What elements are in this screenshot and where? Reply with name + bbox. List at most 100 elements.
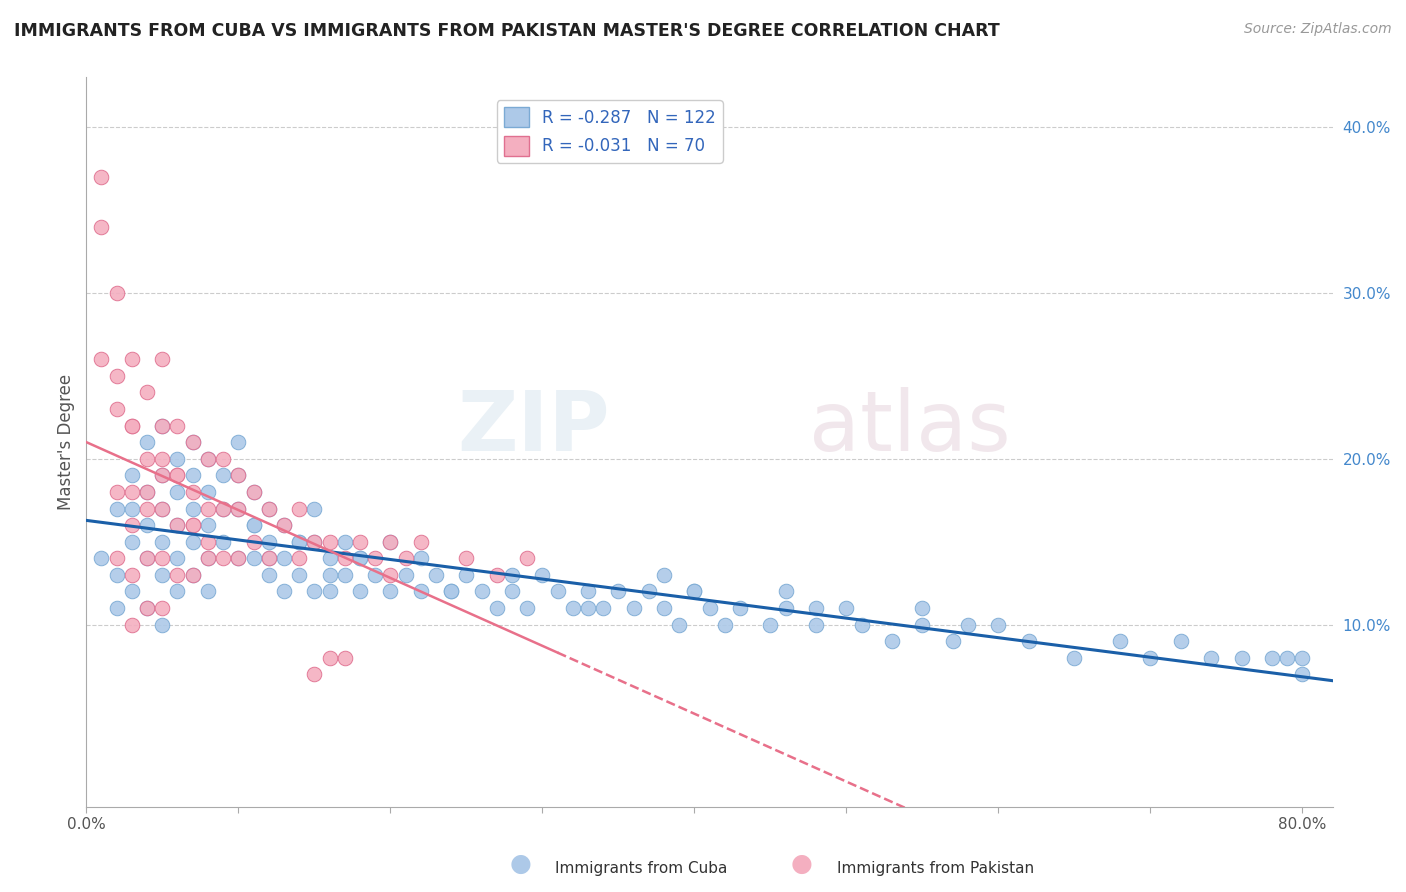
Point — [105, 567, 128, 582]
Point — [181, 518, 204, 533]
Point — [242, 551, 264, 566]
Point — [90, 219, 112, 234]
Point — [318, 551, 340, 566]
Point — [121, 501, 143, 516]
Point — [226, 551, 249, 566]
Point — [121, 418, 143, 433]
Point — [273, 518, 295, 533]
Point — [911, 601, 934, 615]
Point — [607, 584, 630, 599]
Text: ●: ● — [509, 852, 531, 876]
Point — [105, 402, 128, 417]
Point — [364, 551, 387, 566]
Point — [470, 584, 492, 599]
Point — [136, 485, 159, 500]
Point — [683, 584, 706, 599]
Point — [956, 617, 979, 632]
Point — [242, 485, 264, 500]
Point — [380, 584, 402, 599]
Point — [576, 601, 599, 615]
Point — [652, 567, 675, 582]
Point — [90, 352, 112, 367]
Point — [150, 534, 173, 549]
Point — [380, 567, 402, 582]
Point — [150, 451, 173, 466]
Point — [181, 435, 204, 450]
Point — [197, 534, 219, 549]
Point — [1230, 650, 1253, 665]
Point — [197, 485, 219, 500]
Point — [987, 617, 1010, 632]
Point — [150, 352, 173, 367]
Point — [197, 551, 219, 566]
Point — [409, 534, 432, 549]
Point — [181, 567, 204, 582]
Point — [212, 534, 235, 549]
Point — [136, 485, 159, 500]
Point — [304, 534, 326, 549]
Point — [226, 468, 249, 483]
Point — [257, 551, 280, 566]
Point — [212, 501, 235, 516]
Point — [394, 567, 416, 582]
Point — [257, 551, 280, 566]
Point — [257, 501, 280, 516]
Point — [197, 518, 219, 533]
Point — [257, 501, 280, 516]
Point — [257, 567, 280, 582]
Point — [775, 584, 797, 599]
Point — [181, 485, 204, 500]
Point — [425, 567, 447, 582]
Point — [1018, 634, 1040, 648]
Point — [1170, 634, 1192, 648]
Point — [394, 551, 416, 566]
Point — [318, 650, 340, 665]
Point — [273, 518, 295, 533]
Point — [181, 567, 204, 582]
Point — [592, 601, 614, 615]
Point — [136, 385, 159, 400]
Text: atlas: atlas — [810, 387, 1011, 468]
Point — [501, 584, 523, 599]
Point — [333, 650, 356, 665]
Point — [942, 634, 965, 648]
Point — [150, 418, 173, 433]
Point — [181, 501, 204, 516]
Point — [121, 567, 143, 582]
Point — [105, 551, 128, 566]
Point — [288, 534, 311, 549]
Text: IMMIGRANTS FROM CUBA VS IMMIGRANTS FROM PAKISTAN MASTER'S DEGREE CORRELATION CHA: IMMIGRANTS FROM CUBA VS IMMIGRANTS FROM … — [14, 22, 1000, 40]
Text: ZIP: ZIP — [457, 387, 610, 468]
Point — [349, 551, 371, 566]
Point — [166, 485, 188, 500]
Point — [485, 601, 508, 615]
Point — [637, 584, 659, 599]
Point — [409, 551, 432, 566]
Point — [835, 601, 858, 615]
Point — [166, 451, 188, 466]
Point — [136, 451, 159, 466]
Point — [1063, 650, 1085, 665]
Point — [288, 534, 311, 549]
Point — [90, 169, 112, 184]
Point — [212, 551, 235, 566]
Point — [181, 518, 204, 533]
Point — [409, 584, 432, 599]
Point — [531, 567, 554, 582]
Point — [121, 352, 143, 367]
Point — [136, 601, 159, 615]
Point — [623, 601, 645, 615]
Point — [349, 534, 371, 549]
Point — [181, 468, 204, 483]
Point — [150, 601, 173, 615]
Point — [440, 584, 463, 599]
Point — [121, 617, 143, 632]
Point — [166, 468, 188, 483]
Point — [105, 485, 128, 500]
Point — [380, 534, 402, 549]
Point — [713, 617, 735, 632]
Point — [121, 518, 143, 533]
Text: Source: ZipAtlas.com: Source: ZipAtlas.com — [1244, 22, 1392, 37]
Point — [851, 617, 873, 632]
Point — [197, 451, 219, 466]
